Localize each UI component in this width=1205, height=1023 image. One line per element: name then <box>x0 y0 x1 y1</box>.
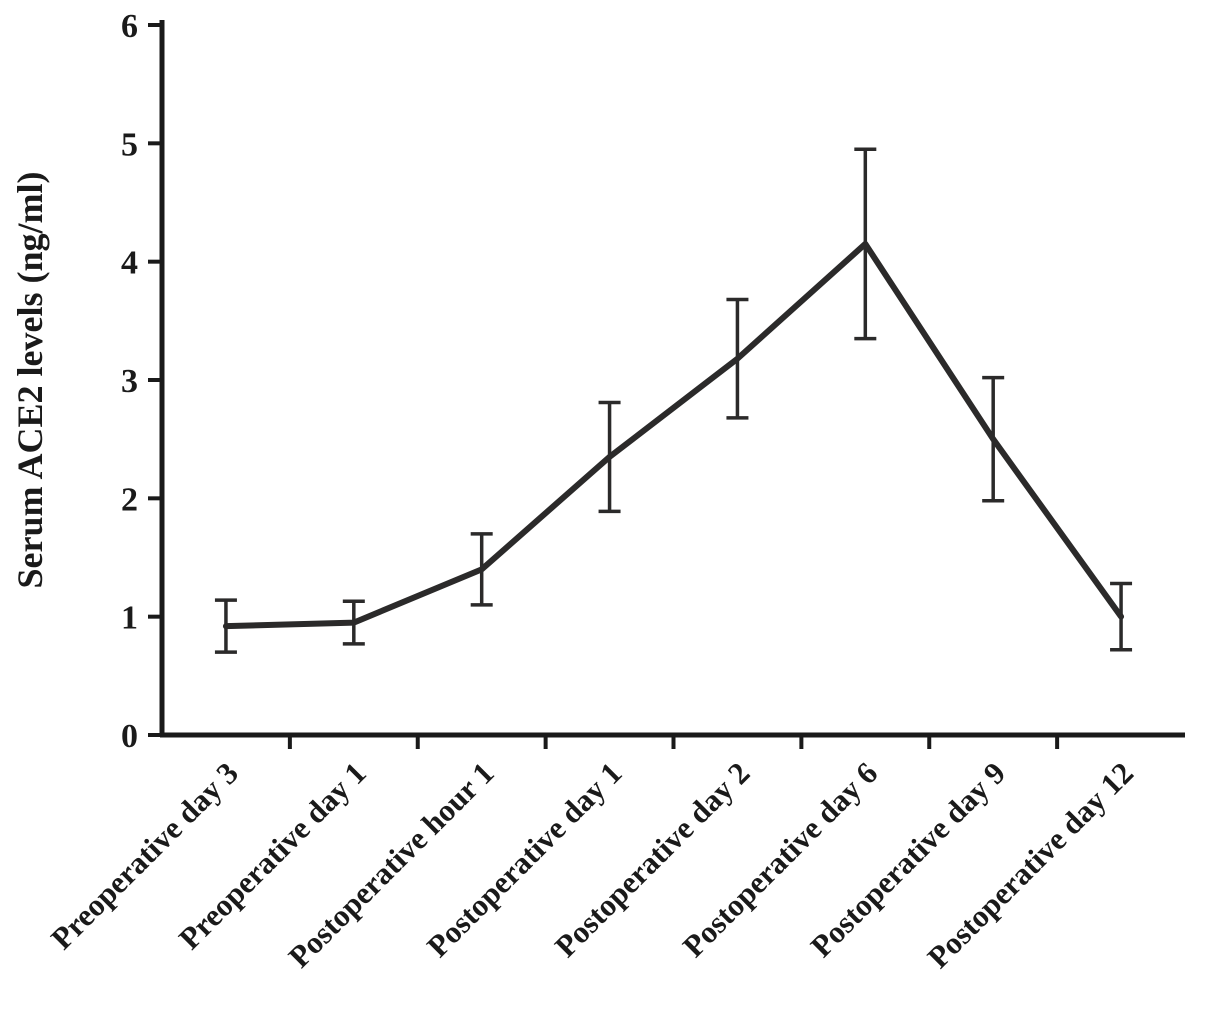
y-tick-label: 6 <box>121 8 138 45</box>
y-tick-label: 4 <box>121 245 138 282</box>
y-tick-label: 0 <box>121 718 138 755</box>
y-tick-label: 2 <box>121 481 138 518</box>
y-tick-label: 5 <box>121 126 138 163</box>
y-axis-label: Serum ACE2 levels (ng/ml) <box>10 172 50 589</box>
y-tick-label: 1 <box>121 600 138 637</box>
y-tick-label: 3 <box>121 363 138 400</box>
data-line <box>222 240 1125 630</box>
